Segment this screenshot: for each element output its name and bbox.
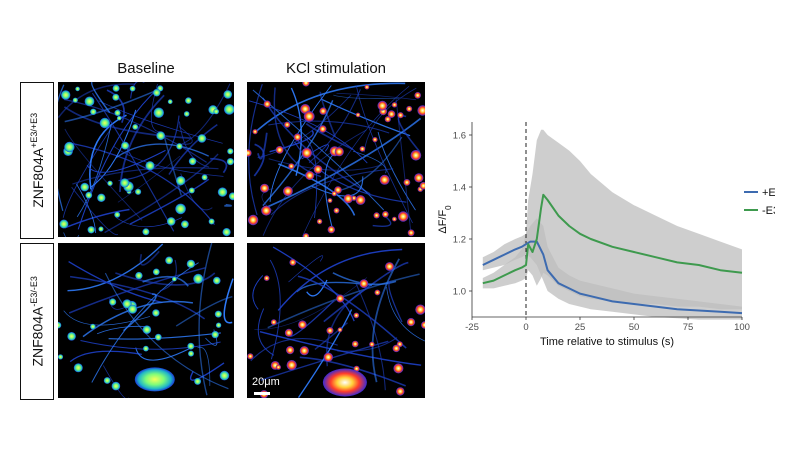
micrograph-minus-e3-kcl [247,243,425,398]
micrograph-plus-e3-kcl [247,82,425,237]
x-tick-label: 25 [575,322,586,333]
micrograph-minus-e3-baseline [58,243,234,398]
x-tick-label: -25 [465,322,479,333]
x-tick-label: 0 [523,322,528,333]
y-tick-label: 1.6 [453,131,466,142]
ci-ribbon-1 [482,129,742,310]
y-axis-title: ΔF/F0 [437,205,453,234]
row-genotype-label: -E3/-E3 [28,276,39,307]
column-title-kcl-stimulation: KCl stimulation [285,60,387,77]
y-tick-label: 1.0 [453,287,466,298]
series-line-1 [482,193,743,285]
column-title-baseline: Baseline [117,60,175,77]
row-gene-label: ZNF804A [29,306,46,367]
x-axis-title: Time relative to stimulus (s) [540,336,674,348]
micrograph-plus-e3-baseline [58,82,234,237]
row-label-minus-e3: ZNF804A-E3/-E3 [20,243,54,400]
y-tick-label: 1.4 [453,183,466,194]
legend-label-1: -E3/-E3 [762,205,775,217]
calcium-response-chart: 1.0 1.2 1.4 1.6 -25 0 25 50 75 100 Time relative t… [437,122,775,348]
x-tick-label: 100 [734,322,750,333]
x-tick-label: 50 [629,322,640,333]
row-gene-label: ZNF804A [29,148,46,208]
series-line-0 [482,240,743,315]
y-tick-label: 1.2 [453,235,466,246]
scale-bar [254,392,270,395]
scale-bar-label: 20μm [252,376,280,388]
x-tick-label: 75 [683,322,694,333]
row-label-plus-e3: ZNF804A+E3/+E3 [20,82,54,239]
row-genotype-label: +E3/+E3 [28,113,39,149]
legend-label-0: +E3/+E3 [762,187,775,199]
